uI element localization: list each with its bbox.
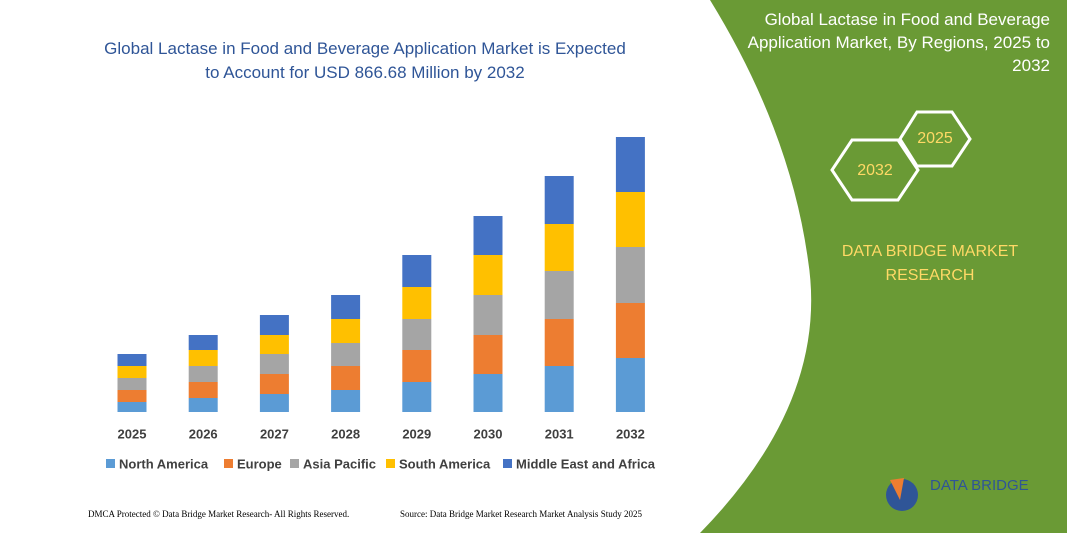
bar-segment <box>544 366 574 412</box>
x-tick-label: 2027 <box>260 426 289 441</box>
bar-segment <box>473 374 503 412</box>
bar-segment <box>615 247 645 303</box>
legend-swatch <box>106 459 115 468</box>
bar-segment <box>402 319 432 350</box>
bar-segment <box>615 192 645 247</box>
bar-segment <box>544 224 574 271</box>
bar-segment <box>544 176 574 224</box>
hexagon <box>898 110 972 168</box>
hex-label: 2025 <box>917 130 953 147</box>
bar-segment <box>331 343 361 366</box>
bar-segment <box>259 374 289 394</box>
hex-label: 2032 <box>857 162 893 179</box>
bar-segment <box>259 335 289 354</box>
legend-label: North America <box>119 456 209 471</box>
brand: DATA BRIDGE MARKET RESEARCH <box>841 243 1019 284</box>
bar-segment <box>544 271 574 319</box>
x-tick-label: 2025 <box>118 426 147 441</box>
x-tick-label: 2030 <box>474 426 503 441</box>
legend-swatch <box>290 459 299 468</box>
bar-segment <box>544 319 574 366</box>
bar-segment <box>188 398 218 412</box>
chart-title: Global Lactase in Food and Beverage Appl… <box>104 39 626 82</box>
bar-segment <box>117 402 147 412</box>
bar-segment <box>615 137 645 192</box>
bar-segment <box>188 350 218 366</box>
bar-segment <box>615 358 645 412</box>
side-title-box: Global Lactase in Food and Beverage Appl… <box>747 10 1050 75</box>
legend-swatch <box>386 459 395 468</box>
bar-segment <box>188 382 218 398</box>
bar-segment <box>188 366 218 382</box>
bar-segment <box>117 366 147 378</box>
bar-segment <box>402 350 432 382</box>
bar-segment <box>331 319 361 343</box>
bar-segment <box>402 255 432 287</box>
x-tick-label: 2031 <box>545 426 574 441</box>
hexagon <box>830 138 920 202</box>
bar-segment <box>259 354 289 374</box>
bar-segment <box>473 295 503 335</box>
legend-label: South America <box>399 456 491 471</box>
bar-segment <box>473 255 503 295</box>
x-tick-label: 2029 <box>402 426 431 441</box>
x-tick-label: 2032 <box>616 426 645 441</box>
bar-segment <box>117 354 147 366</box>
bar-segment <box>331 366 361 390</box>
footer-left: DMCA Protected © Data Bridge Market Rese… <box>88 509 349 519</box>
logo-icon <box>890 478 904 500</box>
legend-label: Asia Pacific <box>303 456 376 471</box>
legend-label: Middle East and Africa <box>516 456 656 471</box>
bar-segment <box>259 394 289 412</box>
bar-segment <box>331 295 361 319</box>
x-tick-label: 2028 <box>331 426 360 441</box>
legend-swatch <box>224 459 233 468</box>
bar-segment <box>473 216 503 255</box>
bar-segment <box>331 390 361 412</box>
side-panel <box>700 0 1067 533</box>
brand-box: DATA BRIDGE MARKET RESEARCH <box>841 243 1019 284</box>
x-tick-label: 2026 <box>189 426 218 441</box>
bar-segment <box>473 335 503 374</box>
footer-right: Source: Data Bridge Market Research Mark… <box>400 509 642 519</box>
logo-text: DATA BRIDGE <box>930 477 1029 494</box>
bar-segment <box>402 287 432 319</box>
bar-segment <box>117 390 147 402</box>
legend-label: Europe <box>237 456 282 471</box>
legend-swatch <box>503 459 512 468</box>
bar-segment <box>402 382 432 412</box>
side-title: Global Lactase in Food and Beverage Appl… <box>747 10 1050 75</box>
bar-segment <box>188 335 218 350</box>
bar-segment <box>615 303 645 358</box>
bar-segment <box>117 378 147 390</box>
bar-segment <box>259 315 289 335</box>
